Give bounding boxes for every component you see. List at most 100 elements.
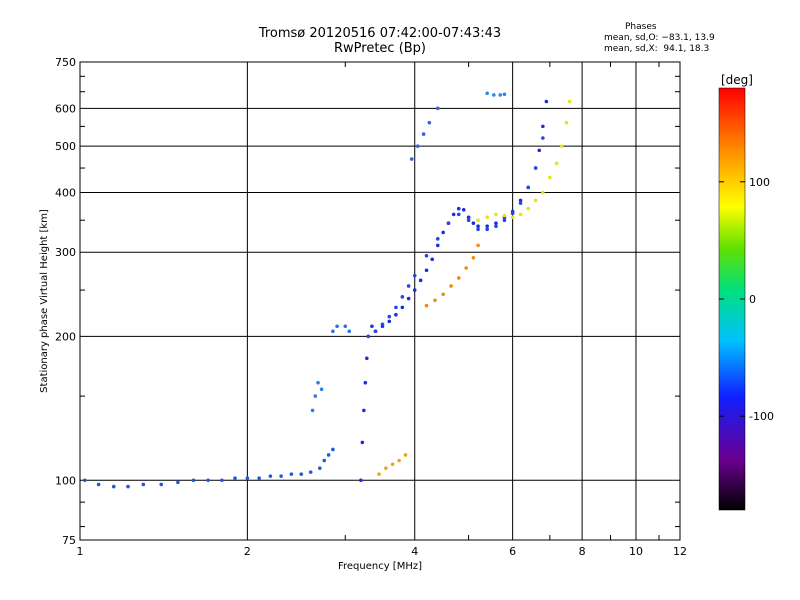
data-point	[533, 166, 538, 170]
data-point	[310, 408, 315, 413]
data-point	[567, 99, 572, 104]
x-tick-label: 2	[244, 545, 251, 558]
data-point	[456, 206, 461, 211]
data-point	[433, 298, 437, 303]
data-point	[502, 92, 507, 97]
data-point	[476, 227, 480, 232]
data-point	[494, 221, 498, 226]
x-tick-label: 4	[411, 545, 418, 558]
data-point	[159, 482, 164, 487]
data-point	[446, 221, 451, 226]
data-point	[537, 148, 542, 153]
data-point	[400, 295, 405, 299]
y-tick-label: 300	[55, 246, 76, 259]
y-tick-label: 400	[55, 186, 76, 199]
data-point	[424, 253, 429, 258]
data-point	[308, 470, 313, 474]
data-point	[518, 198, 523, 203]
data-point	[510, 215, 515, 220]
data-point	[461, 208, 466, 212]
colorbar-label: [deg]	[721, 73, 753, 87]
data-point	[471, 221, 476, 226]
data-point	[359, 478, 363, 483]
data-point	[394, 305, 398, 310]
data-point	[502, 213, 507, 218]
data-point	[380, 322, 385, 327]
data-point	[449, 284, 453, 288]
data-point	[233, 476, 237, 481]
data-point	[526, 206, 531, 211]
data-point	[494, 224, 498, 229]
data-point	[397, 458, 401, 463]
phases-o-stats: mean, sd,O: −83.1, 13.9	[604, 33, 715, 43]
data-point	[289, 472, 294, 476]
data-point	[518, 201, 523, 205]
data-point	[347, 329, 352, 334]
data-point	[476, 224, 480, 229]
y-tick-label: 600	[55, 102, 76, 115]
y-tick-label: 500	[55, 140, 76, 153]
data-point	[502, 218, 507, 223]
data-point	[257, 476, 261, 481]
data-point	[206, 478, 210, 483]
x-tick-label: 8	[579, 545, 586, 558]
data-point	[111, 484, 116, 489]
colorbar-tick-label: 0	[749, 293, 756, 306]
data-point	[331, 447, 335, 452]
data-point	[456, 212, 461, 217]
data-point	[559, 144, 564, 148]
data-point	[318, 466, 322, 470]
data-point	[322, 458, 327, 463]
data-point	[544, 99, 549, 104]
data-point	[518, 212, 523, 217]
data-point	[406, 284, 411, 288]
data-point	[476, 243, 480, 248]
data-point	[494, 212, 498, 217]
chart-subtitle: RwPretec (Bp)	[333, 41, 427, 56]
x-tick-label: 6	[509, 545, 516, 558]
data-point	[373, 329, 378, 334]
data-point	[96, 482, 101, 487]
data-point	[526, 185, 531, 190]
data-point	[485, 215, 489, 220]
grid-lines	[80, 62, 680, 540]
data-point	[245, 476, 250, 481]
data-point	[456, 276, 461, 280]
data-point	[316, 380, 320, 385]
data-point	[424, 268, 429, 273]
data-point	[400, 305, 405, 310]
data-point	[466, 215, 471, 220]
data-point	[435, 237, 440, 241]
plot-frame	[79, 61, 681, 541]
x-tick-label: 12	[673, 545, 687, 558]
data-point	[430, 257, 434, 262]
data-point	[387, 319, 392, 324]
data-point	[485, 224, 489, 229]
data-point	[313, 394, 318, 398]
data-point	[564, 120, 569, 125]
data-point	[343, 324, 348, 329]
data-point	[299, 472, 304, 476]
data-point	[485, 91, 489, 96]
data-point	[360, 440, 365, 445]
data-point	[412, 288, 417, 292]
data-point	[533, 198, 538, 203]
chart-title: Tromsø 20120516 07:42:00-07:43:43	[258, 26, 502, 41]
data-point	[451, 212, 456, 217]
data-point	[418, 278, 423, 283]
data-point	[390, 462, 395, 467]
data-point	[464, 266, 468, 270]
data-point	[335, 324, 339, 329]
data-point	[394, 312, 398, 317]
data-point	[471, 256, 476, 260]
data-point	[485, 227, 489, 232]
data-point	[548, 175, 552, 180]
data-point	[409, 157, 414, 161]
data-point	[268, 474, 273, 478]
data-point	[424, 303, 429, 308]
data-point	[541, 136, 545, 140]
data-point	[377, 472, 381, 476]
data-point	[541, 124, 545, 129]
